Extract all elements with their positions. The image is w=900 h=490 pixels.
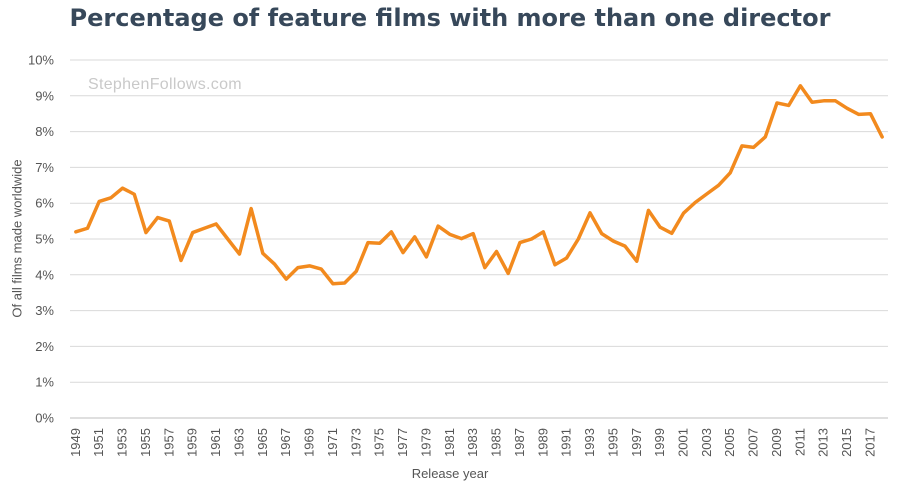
x-tick-label: 1993	[582, 428, 597, 457]
x-tick-label: 1963	[231, 428, 246, 457]
gridlines	[70, 59, 888, 419]
series-group	[74, 84, 884, 286]
y-tick-label: 6%	[35, 196, 54, 211]
y-tick-label: 10%	[28, 53, 54, 68]
x-tick-labels: 1949 1951 1953 1955 1957 1959 1961 1963 1965 1967…	[68, 428, 878, 457]
x-tick-label: 2017	[862, 428, 877, 457]
y-tick-label: 3%	[35, 303, 54, 318]
x-tick-label: 2013	[816, 428, 831, 457]
y-tick-labels: 0% 1% 2% 3% 4% 5% 6% 7% 8% 9% 10%	[28, 53, 54, 426]
x-tick-label: 2007	[746, 428, 761, 457]
x-tick-label: 1987	[512, 428, 527, 457]
x-tick-label: 2005	[722, 428, 737, 457]
x-tick-label: 1997	[629, 428, 644, 457]
y-tick-label: 9%	[35, 88, 54, 103]
x-tick-label: 1971	[325, 428, 340, 457]
x-tick-label: 1999	[652, 428, 667, 457]
x-tick-label: 1991	[559, 428, 574, 457]
x-tick-label: 1951	[91, 428, 106, 457]
y-tick-label: 4%	[35, 267, 54, 282]
x-tick-label: 1983	[465, 428, 480, 457]
x-tick-label: 1995	[605, 428, 620, 457]
x-tick-label: 1953	[115, 428, 130, 457]
x-tick-label: 1979	[418, 428, 433, 457]
x-tick-label: 2009	[769, 428, 784, 457]
x-tick-label: 1975	[372, 428, 387, 457]
x-tick-label: 1973	[348, 428, 363, 457]
x-tick-label: 1965	[255, 428, 270, 457]
y-tick-label: 8%	[35, 124, 54, 139]
x-tick-label: 1955	[138, 428, 153, 457]
x-tick-label: 1967	[278, 428, 293, 457]
x-tick-label: 1977	[395, 428, 410, 457]
x-tick-label: 1949	[68, 428, 83, 457]
x-tick-label: 1957	[161, 428, 176, 457]
x-tick-label: 1985	[489, 428, 504, 457]
x-tick-label: 1989	[535, 428, 550, 457]
x-tick-label: 2003	[699, 428, 714, 457]
chart-title: Percentage of feature films with more th…	[69, 4, 831, 32]
series-line	[74, 84, 884, 286]
x-tick-label: 2001	[676, 428, 691, 457]
y-tick-label: 7%	[35, 160, 54, 175]
x-tick-label: 1981	[442, 428, 457, 457]
y-tick-label: 1%	[35, 375, 54, 390]
y-tick-label: 0%	[35, 411, 54, 426]
x-tick-label: 1959	[185, 428, 200, 457]
watermark-text: StephenFollows.com	[88, 76, 242, 93]
x-tick-label: 1961	[208, 428, 223, 457]
x-tick-label: 2011	[792, 428, 807, 456]
y-tick-label: 5%	[35, 232, 54, 247]
y-tick-label: 2%	[35, 339, 54, 354]
x-tick-label: 1969	[302, 428, 317, 457]
x-tick-label: 2015	[839, 428, 854, 457]
x-axis-label: Release year	[411, 466, 489, 481]
